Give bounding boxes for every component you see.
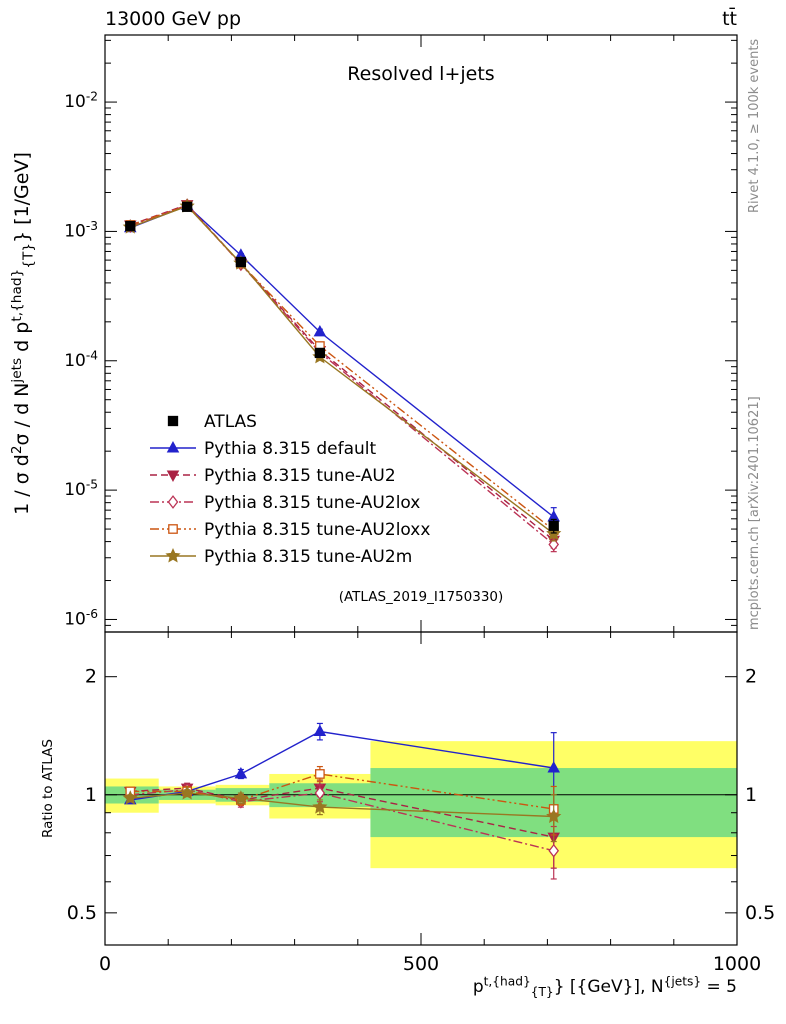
legend-label-atlas: ATLAS	[204, 412, 257, 432]
rivet-version-label: Rivet 4.1.0, ≥ 100k events	[747, 39, 762, 213]
svg-text:10-2: 10-2	[64, 90, 98, 113]
legend-label-default: Pythia 8.315 default	[204, 439, 377, 459]
svg-text:1: 1	[85, 784, 97, 806]
legend-label-au2lox: Pythia 8.315 tune-AU2lox	[204, 493, 420, 513]
svg-text:10-6: 10-6	[64, 607, 98, 630]
legend-label-au2m: Pythia 8.315 tune-AU2m	[204, 547, 412, 567]
svg-text:2: 2	[745, 666, 757, 688]
chart-root: 0 500 1000 10-6 10-5 10-4 10-3 10-2 0.5 0.5 1 1 2 2 Re…	[9, 34, 775, 999]
legend: ATLAS Pythia 8.315 default Pythia 8.315 tu…	[150, 412, 430, 567]
x-tick-label: 0	[99, 953, 111, 975]
mcplots-credit-label: mcplots.cern.ch [arXiv:2401.10621]	[747, 396, 762, 630]
svg-text:10-3: 10-3	[64, 219, 98, 242]
svg-text:1 / σ d2σ / d Njets d pt,{had}: 1 / σ d2σ / d Njets d pt,{had}{T}} [1/Ge…	[9, 152, 37, 515]
analysis-watermark: (ATLAS_2019_I1750330)	[339, 589, 504, 605]
main-series-atlas	[125, 201, 559, 534]
x-tick-label: 1000	[713, 953, 761, 975]
beam-energy-label: 13000 GeV pp	[105, 8, 241, 30]
svg-text:0.5: 0.5	[745, 902, 775, 924]
svg-text:1: 1	[745, 784, 757, 806]
svg-text:10-5: 10-5	[64, 478, 98, 501]
process-label: tt̄	[722, 6, 737, 30]
main-panel-border	[104, 34, 738, 633]
legend-label-au2: Pythia 8.315 tune-AU2	[204, 466, 396, 486]
main-series-au2m	[122, 198, 562, 542]
legend-label-au2loxx: Pythia 8.315 tune-AU2loxx	[204, 520, 430, 540]
ratio-series-au2m	[122, 785, 562, 843]
svg-text:Ratio to ATLAS: Ratio to ATLAS	[40, 739, 56, 838]
svg-text:10-4: 10-4	[64, 348, 98, 371]
x-tick-label: 500	[403, 953, 439, 975]
uncertainty-bands	[105, 741, 737, 869]
plot-title: Resolved l+jets	[347, 63, 494, 85]
svg-text:0.5: 0.5	[67, 902, 97, 924]
svg-text:pt,{had}{T}} [{GeV}], N{jets}: pt,{had}{T}} [{GeV}], N{jets} = 5	[473, 974, 737, 999]
svg-text:2: 2	[85, 666, 97, 688]
ratio-panel-border	[104, 631, 738, 946]
